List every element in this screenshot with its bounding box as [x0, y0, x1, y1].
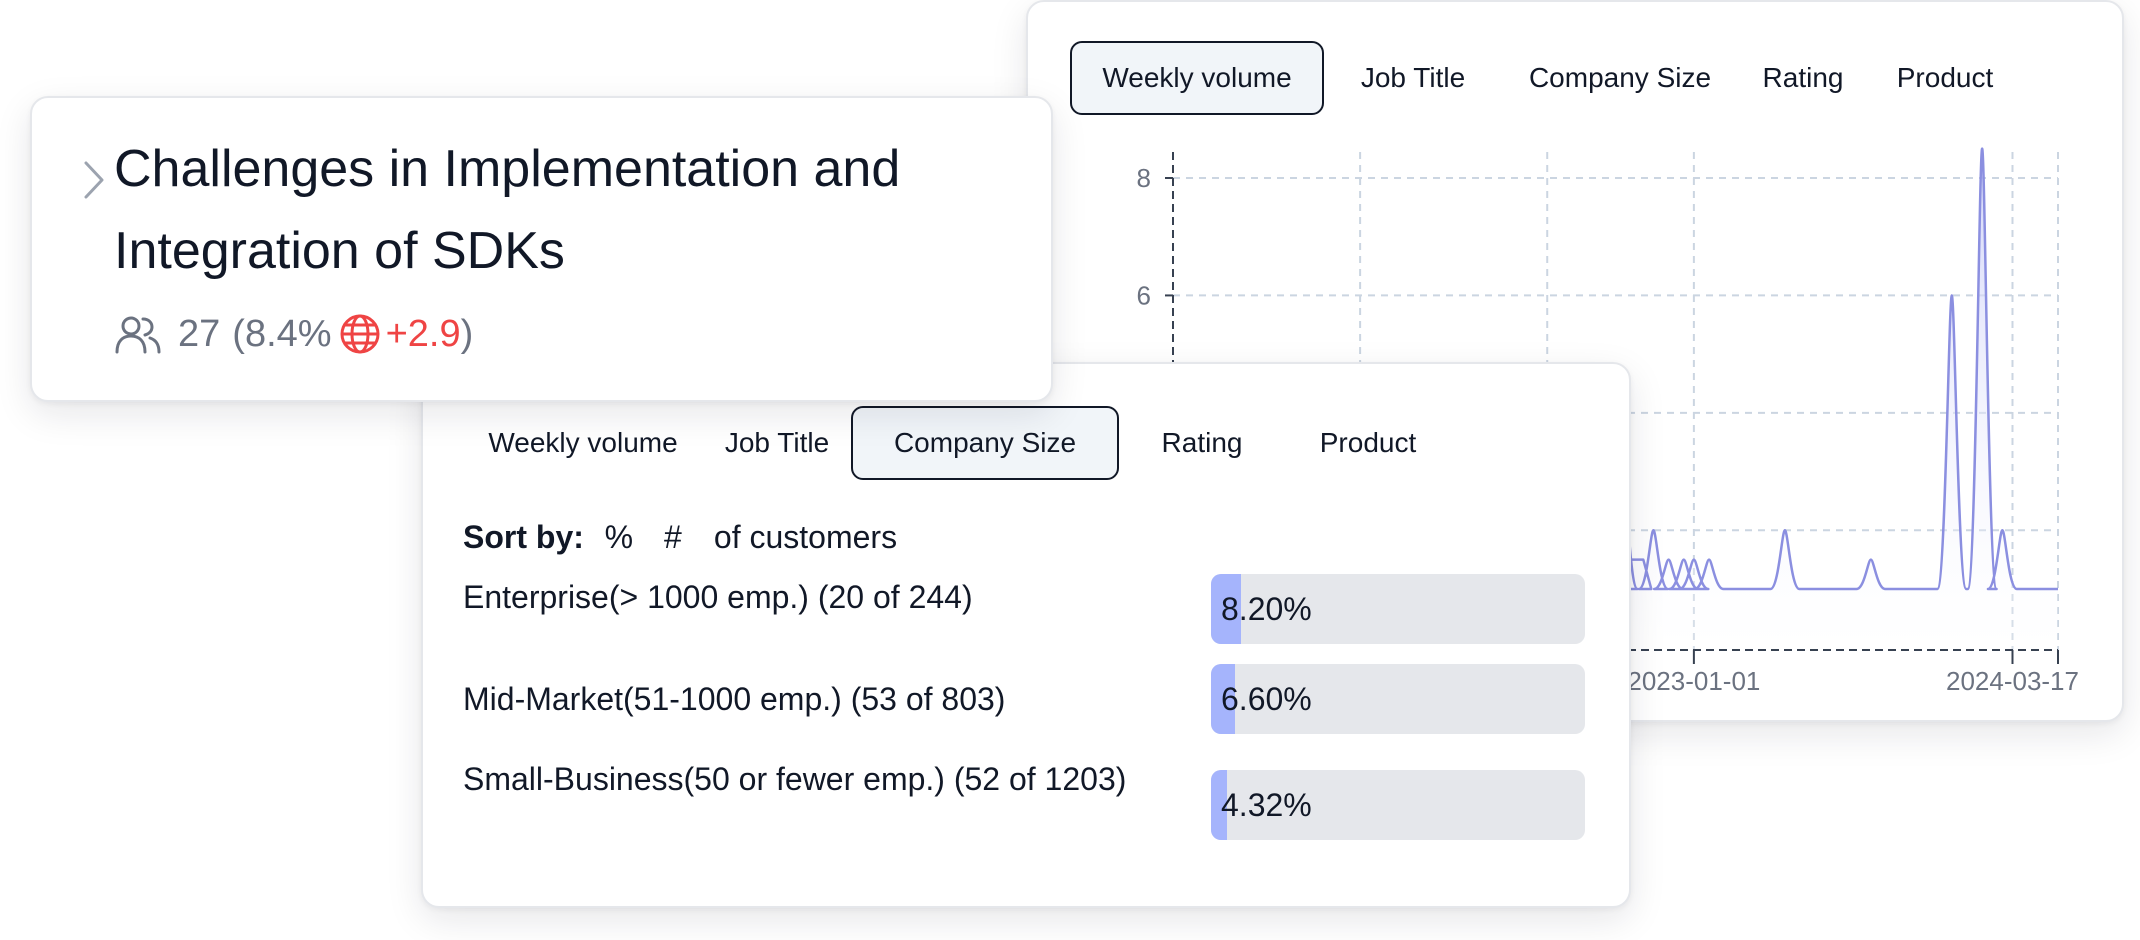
- tab-weekly-volume[interactable]: Weekly volume: [1070, 41, 1324, 115]
- segment-label: Enterprise(> 1000 emp.) (20 of 244): [463, 579, 973, 615]
- segment-value: 8.20%: [1221, 591, 1312, 627]
- y-tick-label: 6: [1137, 280, 1151, 310]
- segment-value: 6.60%: [1221, 681, 1312, 717]
- segment-bar-fill: [1211, 574, 1241, 644]
- area-fill: [1602, 148, 2058, 650]
- sort-label: Sort by:: [463, 518, 584, 555]
- topic-percent: 8.4%: [244, 312, 332, 355]
- topic-card[interactable]: Challenges in Implementation and Integra…: [30, 96, 1053, 402]
- segment-bar-fill: [1211, 770, 1227, 840]
- breakdown-card: Weekly volume Job Title Company Size Rating…: [421, 362, 1631, 908]
- segment-bar-fill: [1211, 664, 1235, 734]
- y-tick-label: 8: [1137, 163, 1151, 193]
- chart-tabs: Weekly volume Job Title Company Size Rating…: [1070, 41, 2022, 115]
- sort-count-toggle[interactable]: #: [663, 518, 682, 555]
- tab-job-title[interactable]: Job Title: [724, 427, 830, 458]
- topic-delta: +2.9: [385, 312, 461, 355]
- tab-rating[interactable]: Rating: [1762, 62, 1844, 93]
- breakdown-tabs: Weekly volume Job Title Company Size Rating…: [463, 406, 1451, 480]
- paren-close: ): [460, 312, 474, 355]
- x-tick-label: 2023-01-01: [1627, 666, 1760, 696]
- sort-suffix: of customers: [713, 518, 898, 555]
- tab-company-size[interactable]: Company Size: [1528, 62, 1712, 93]
- segment-bar[interactable]: 8.20%: [1211, 574, 1585, 644]
- topic-meta: 27 ( 8.4% +2.9 ): [114, 312, 473, 356]
- tab-job-title[interactable]: Job Title: [1360, 62, 1466, 93]
- segment-bar[interactable]: 4.32%: [1211, 770, 1585, 840]
- sort-percent-toggle[interactable]: %: [604, 518, 634, 555]
- segment-label: Small-Business(50 or fewer emp.) (52 of …: [463, 761, 1127, 797]
- tab-product[interactable]: Product: [1896, 62, 1994, 93]
- topic-count: 27: [178, 312, 221, 355]
- series-line: [1602, 147, 2058, 591]
- segment-label: Mid-Market(51-1000 emp.) (53 of 803): [463, 681, 1006, 717]
- chart-area: [1602, 147, 2058, 650]
- people-icon: [114, 314, 162, 354]
- topic-title: Challenges in Implementation and Integra…: [114, 140, 901, 280]
- tab-rating[interactable]: Rating: [1161, 427, 1243, 458]
- segment-bar[interactable]: 6.60%: [1211, 664, 1585, 734]
- tab-company-size[interactable]: Company Size: [851, 406, 1119, 480]
- segment-value: 4.32%: [1221, 787, 1312, 823]
- tab-product[interactable]: Product: [1319, 427, 1417, 458]
- paren-open: (: [232, 312, 245, 355]
- tab-weekly-volume[interactable]: Weekly volume: [488, 427, 678, 458]
- x-tick-label: 2024-03-17: [1946, 666, 2079, 696]
- globe-icon: [338, 312, 382, 356]
- sort-row: Sort by: % # of customers: [463, 510, 897, 564]
- chevron-right-icon[interactable]: [74, 156, 114, 204]
